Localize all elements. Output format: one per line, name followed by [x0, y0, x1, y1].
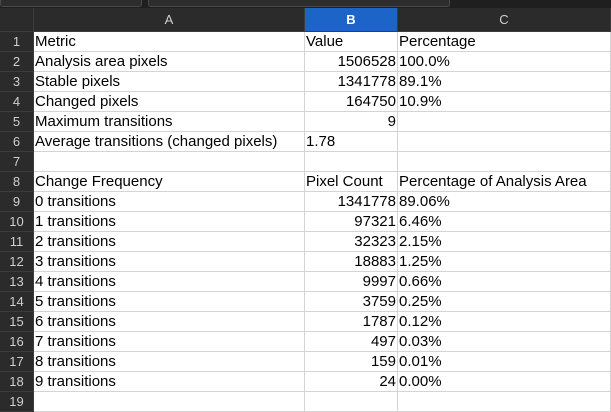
row-header-6[interactable]: 6: [0, 132, 34, 152]
cell-a1[interactable]: Metric: [34, 32, 305, 52]
cell-c6[interactable]: [398, 132, 611, 152]
cell-a12[interactable]: 3 transitions: [34, 252, 305, 272]
column-header-c[interactable]: C: [398, 8, 611, 32]
cell-a8[interactable]: Change Frequency: [34, 172, 305, 192]
cell-b12[interactable]: 18883: [305, 252, 398, 272]
cell-a16[interactable]: 7 transitions: [34, 332, 305, 352]
cell-c4[interactable]: 10.9%: [398, 92, 611, 112]
cell-a19[interactable]: [34, 392, 305, 412]
cell-b19[interactable]: [305, 392, 398, 412]
row-header-8[interactable]: 8: [0, 172, 34, 192]
cell-b17[interactable]: 159: [305, 352, 398, 372]
row-header-18[interactable]: 18: [0, 372, 34, 392]
cell-c5[interactable]: [398, 112, 611, 132]
cell-a15[interactable]: 6 transitions: [34, 312, 305, 332]
row-header-15[interactable]: 15: [0, 312, 34, 332]
cell-c16[interactable]: 0.03%: [398, 332, 611, 352]
cell-c7[interactable]: [398, 152, 611, 172]
cell-a10[interactable]: 1 transitions: [34, 212, 305, 232]
cell-c18[interactable]: 0.00%: [398, 372, 611, 392]
row-header-14[interactable]: 14: [0, 292, 34, 312]
cell-c3[interactable]: 89.1%: [398, 72, 611, 92]
select-all-corner[interactable]: [0, 8, 34, 32]
cell-a7[interactable]: [34, 152, 305, 172]
cell-b6[interactable]: 1.78: [305, 132, 398, 152]
cell-b3[interactable]: 1341778: [305, 72, 398, 92]
row-header-3[interactable]: 3: [0, 72, 34, 92]
top-toolbar-edge: [0, 0, 611, 8]
cell-a6[interactable]: Average transitions (changed pixels): [34, 132, 305, 152]
cell-b7[interactable]: [305, 152, 398, 172]
cell-c11[interactable]: 2.15%: [398, 232, 611, 252]
cell-b16[interactable]: 497: [305, 332, 398, 352]
cell-a3[interactable]: Stable pixels: [34, 72, 305, 92]
cell-a14[interactable]: 5 transitions: [34, 292, 305, 312]
row-header-4[interactable]: 4: [0, 92, 34, 112]
cell-c2[interactable]: 100.0%: [398, 52, 611, 72]
cell-a2[interactable]: Analysis area pixels: [34, 52, 305, 72]
cell-b9[interactable]: 1341778: [305, 192, 398, 212]
cell-b14[interactable]: 3759: [305, 292, 398, 312]
row-header-10[interactable]: 10: [0, 212, 34, 232]
cell-c8[interactable]: Percentage of Analysis Area: [398, 172, 611, 192]
row-header-16[interactable]: 16: [0, 332, 34, 352]
cell-c13[interactable]: 0.66%: [398, 272, 611, 292]
cell-a13[interactable]: 4 transitions: [34, 272, 305, 292]
cell-b10[interactable]: 97321: [305, 212, 398, 232]
row-header-13[interactable]: 13: [0, 272, 34, 292]
cell-b4[interactable]: 164750: [305, 92, 398, 112]
cell-a5[interactable]: Maximum transitions: [34, 112, 305, 132]
row-header-12[interactable]: 12: [0, 252, 34, 272]
column-header-b[interactable]: B: [305, 8, 398, 32]
cell-c10[interactable]: 6.46%: [398, 212, 611, 232]
row-header-5[interactable]: 5: [0, 112, 34, 132]
formula-bar-edge[interactable]: [148, 0, 450, 7]
cell-b18[interactable]: 24: [305, 372, 398, 392]
cell-b1[interactable]: Value: [305, 32, 398, 52]
cell-b13[interactable]: 9997: [305, 272, 398, 292]
name-box-edge[interactable]: [0, 0, 142, 7]
cell-a17[interactable]: 8 transitions: [34, 352, 305, 372]
cell-a4[interactable]: Changed pixels: [34, 92, 305, 112]
cell-c15[interactable]: 0.12%: [398, 312, 611, 332]
column-header-a[interactable]: A: [34, 8, 305, 32]
row-header-9[interactable]: 9: [0, 192, 34, 212]
cell-c14[interactable]: 0.25%: [398, 292, 611, 312]
row-header-1[interactable]: 1: [0, 32, 34, 52]
cell-a9[interactable]: 0 transitions: [34, 192, 305, 212]
row-header-19[interactable]: 19: [0, 392, 34, 412]
row-header-11[interactable]: 11: [0, 232, 34, 252]
row-header-17[interactable]: 17: [0, 352, 34, 372]
cell-b2[interactable]: 1506528: [305, 52, 398, 72]
cell-c1[interactable]: Percentage: [398, 32, 611, 52]
row-header-7[interactable]: 7: [0, 152, 34, 172]
cell-b11[interactable]: 32323: [305, 232, 398, 252]
cell-c9[interactable]: 89.06%: [398, 192, 611, 212]
cell-b15[interactable]: 1787: [305, 312, 398, 332]
cell-b8[interactable]: Pixel Count: [305, 172, 398, 192]
cell-c19[interactable]: [398, 392, 611, 412]
cell-a11[interactable]: 2 transitions: [34, 232, 305, 252]
cell-c17[interactable]: 0.01%: [398, 352, 611, 372]
row-header-2[interactable]: 2: [0, 52, 34, 72]
cell-c12[interactable]: 1.25%: [398, 252, 611, 272]
cell-a18[interactable]: 9 transitions: [34, 372, 305, 392]
cell-b5[interactable]: 9: [305, 112, 398, 132]
